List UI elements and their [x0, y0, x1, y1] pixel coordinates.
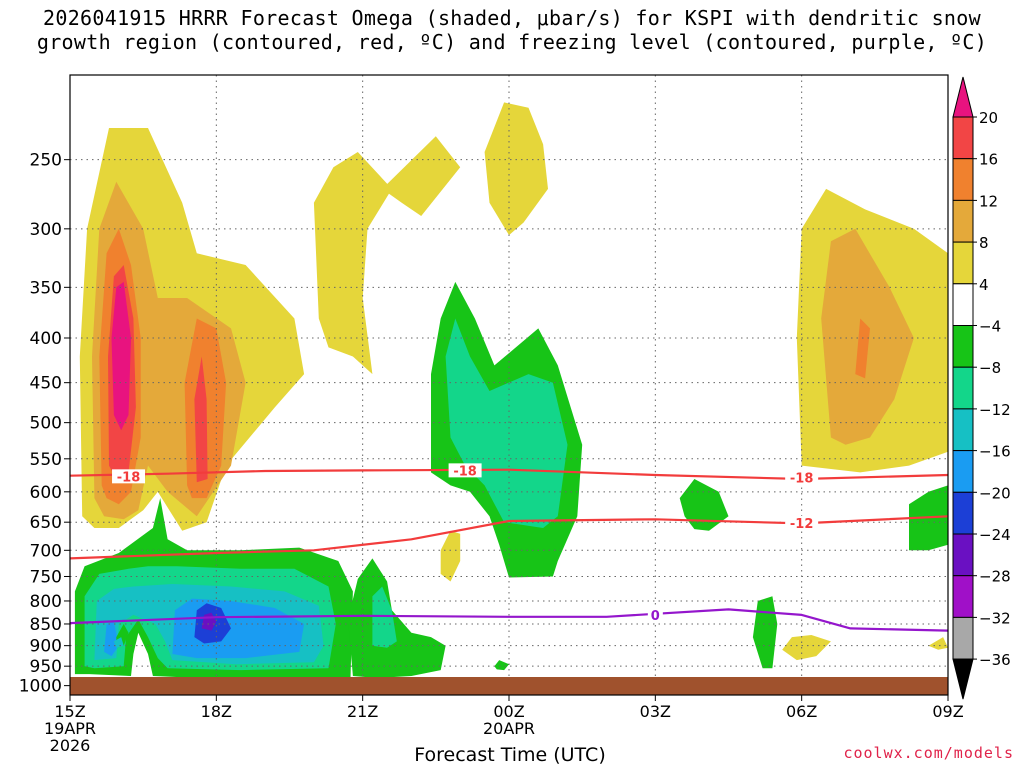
contour-label: -18 [453, 464, 477, 479]
x-tick-label: 18Z [201, 702, 232, 721]
omega-region-12_16-15 [855, 318, 870, 379]
y-tick-label: 300 [30, 220, 62, 240]
chart-title: 2026041915 HRRR Forecast Omega (shaded, … [0, 6, 1024, 54]
omega-region-4_8-11 [782, 635, 831, 661]
omega-region-4_8-10 [440, 530, 461, 582]
colorbar-label: −20 [979, 484, 1011, 502]
y-tick-label: 700 [30, 541, 62, 561]
omega-region-plus20-6 [111, 281, 131, 431]
colorbar-swatch [952, 199, 974, 243]
colorbar-swatch [952, 158, 974, 201]
y-tick-label: 850 [30, 615, 62, 635]
colorbar-top-arrow [952, 76, 974, 118]
y-tick-label: 550 [30, 450, 62, 470]
colorbar-label: −24 [979, 526, 1011, 544]
colorbar-label: −4 [979, 318, 1001, 336]
contour-label: 0 [651, 609, 660, 624]
omega-shading [74, 102, 948, 680]
colorbar-swatch [952, 575, 974, 618]
colorbar-label: 20 [979, 109, 998, 127]
y-tick-label: 350 [30, 278, 62, 298]
colorbar-label: 4 [979, 276, 989, 294]
contour-lines: -18 -18 -18 -12 0 [70, 463, 948, 632]
contour-label-background [785, 470, 819, 485]
x-tick-label: 09Z [932, 702, 963, 721]
y-tick-label: 600 [30, 483, 62, 503]
y-tick-label: 800 [30, 592, 62, 612]
title-line-1: 2026041915 HRRR Forecast Omega (shaded, … [43, 6, 981, 30]
x-tick-label: 03Z [640, 702, 671, 721]
colorbar-swatch [952, 283, 974, 326]
contour-label-background [647, 607, 663, 622]
colorbar-swatch [952, 325, 974, 368]
pressure-axis: 2503003504004505005506006507007508008509… [19, 151, 70, 697]
x-axis-label: Forecast Time (UTC) [414, 744, 606, 766]
y-tick-label: 650 [30, 513, 62, 533]
omega-region-m16_m12-24 [113, 637, 124, 648]
y-tick-label: 450 [30, 374, 62, 394]
omega-region-m8_m4-31 [752, 596, 778, 669]
colorbar-label: 12 [979, 192, 998, 210]
x-date-label: 2026 [50, 736, 91, 755]
omega-region-4_8-12 [928, 637, 948, 650]
colorbar-label: −32 [979, 609, 1011, 627]
colorbar-label: 16 [979, 151, 998, 169]
colorbar-swatch [952, 366, 974, 410]
omega-region-m8_m4-30 [679, 479, 729, 531]
contour-label: -12 [790, 517, 814, 532]
ground-surface [70, 677, 948, 695]
contour-line--12 [70, 515, 948, 560]
contour-line--18 [70, 468, 948, 481]
contour-label: -18 [117, 470, 141, 485]
x-tick-label: 15Z [54, 702, 85, 721]
colorbar-swatch [952, 616, 974, 660]
omega-region-4_8-7 [313, 152, 392, 375]
colorbar-label: −28 [979, 568, 1011, 586]
colorbar-swatch [952, 408, 974, 452]
contour-label-background [785, 515, 819, 530]
contour-label: -18 [790, 472, 814, 487]
omega-region-4_8-9 [484, 102, 548, 236]
x-tick-label: 00Z [493, 702, 524, 721]
colorbar-swatch [952, 241, 974, 285]
omega-region-m20_m16-19 [104, 621, 119, 657]
colorbar-swatch [952, 450, 974, 493]
contour-label-background [112, 469, 146, 484]
y-tick-label: 900 [30, 637, 62, 657]
colorbar-label: 8 [979, 234, 989, 252]
colorbar-bottom-arrow [952, 658, 974, 700]
colorbar-swatch [952, 533, 974, 577]
colorbar-swatch [952, 491, 974, 535]
y-tick-label: 1000 [19, 677, 62, 697]
colorbar-label: −12 [979, 401, 1011, 419]
colorbar-label: −8 [979, 359, 1001, 377]
x-tick-label: 06Z [786, 702, 817, 721]
y-tick-label: 400 [30, 329, 62, 349]
y-tick-label: 750 [30, 567, 62, 587]
colorbar-swatch [952, 116, 974, 160]
contour-label-background [448, 463, 482, 478]
omega-region-m12_m8-26 [372, 586, 397, 648]
title-line-2: growth region (contoured, red, ºC) and f… [36, 30, 988, 54]
colorbar-label: −36 [979, 651, 1011, 669]
colorbar-legend: 20 16 12 8 4 −4 −8 −12 −16 −20 −24 −28 −32 −36 [952, 76, 1011, 700]
x-date-label: 20APR [483, 719, 535, 738]
contour-line-0 [70, 608, 948, 632]
credit-text: coolwx.com/models [843, 744, 1014, 762]
omega-region-m8_m4-29 [494, 660, 509, 671]
x-date-label: 19APR [44, 719, 96, 738]
colorbar-label: −16 [979, 443, 1011, 461]
y-tick-label: 500 [30, 414, 62, 434]
omega-region-m8_m4-25 [348, 558, 446, 678]
y-tick-label: 950 [30, 657, 62, 677]
omega-region-4_8-8 [382, 136, 461, 216]
x-tick-label: 21Z [347, 702, 378, 721]
y-tick-label: 250 [30, 151, 62, 171]
omega-region-16_20-5 [194, 356, 208, 483]
